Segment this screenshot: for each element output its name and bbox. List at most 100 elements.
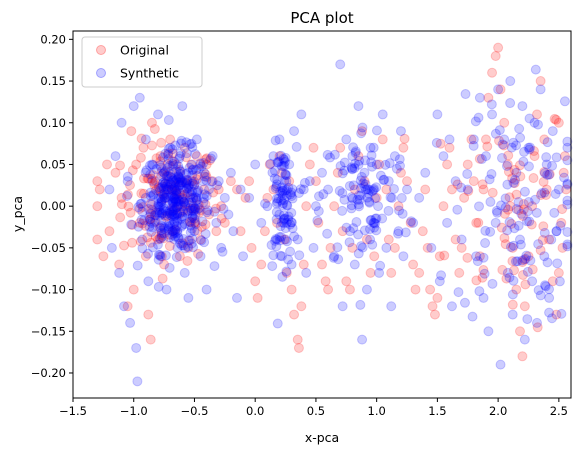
data-point-synthetic xyxy=(178,240,189,251)
data-point-synthetic xyxy=(524,113,535,124)
data-point-synthetic xyxy=(163,153,174,164)
data-point-synthetic xyxy=(173,171,184,182)
data-point-synthetic xyxy=(493,84,504,95)
data-point-synthetic xyxy=(154,205,165,216)
data-point-synthetic xyxy=(146,226,157,237)
data-point-synthetic xyxy=(310,201,321,212)
data-point-synthetic xyxy=(177,201,188,212)
data-point-synthetic xyxy=(192,187,203,198)
data-point-synthetic xyxy=(183,167,194,178)
data-point-original xyxy=(513,205,524,216)
data-point-original xyxy=(153,234,164,245)
data-point-synthetic xyxy=(158,190,169,201)
data-point-synthetic xyxy=(507,289,518,300)
data-point-synthetic xyxy=(201,207,212,218)
data-point-synthetic xyxy=(156,225,167,236)
data-point-synthetic xyxy=(278,214,289,225)
data-point-synthetic xyxy=(168,225,179,236)
data-point-original xyxy=(216,201,227,212)
data-point-synthetic xyxy=(158,177,169,188)
data-point-synthetic xyxy=(522,206,533,217)
data-point-original xyxy=(191,174,202,185)
data-point-synthetic xyxy=(299,177,310,188)
data-point-original xyxy=(174,166,185,177)
data-point-original xyxy=(187,203,198,214)
data-point-synthetic xyxy=(190,203,201,214)
data-point-synthetic xyxy=(286,217,297,228)
data-point-synthetic xyxy=(170,231,181,242)
data-point-synthetic xyxy=(218,203,229,214)
data-point-synthetic xyxy=(177,175,188,186)
data-point-synthetic xyxy=(281,266,292,277)
data-point-original xyxy=(531,109,542,120)
data-point-synthetic xyxy=(276,188,287,199)
data-point-synthetic xyxy=(184,187,195,197)
data-point-original xyxy=(166,185,177,196)
data-point-synthetic xyxy=(308,242,319,253)
data-point-original xyxy=(422,242,433,253)
data-point-synthetic xyxy=(486,169,497,180)
data-point-synthetic xyxy=(529,117,540,128)
data-point-original xyxy=(182,174,192,185)
data-point-synthetic xyxy=(160,192,171,203)
data-point-synthetic xyxy=(157,208,168,219)
data-point-synthetic xyxy=(347,164,358,175)
data-point-synthetic xyxy=(276,195,287,206)
data-point-synthetic xyxy=(125,317,136,328)
data-point-synthetic xyxy=(511,140,522,151)
data-point-synthetic xyxy=(262,201,273,212)
data-point-synthetic xyxy=(110,151,121,162)
data-point-synthetic xyxy=(211,217,222,228)
data-point-synthetic xyxy=(540,280,550,291)
data-point-synthetic xyxy=(159,223,170,234)
data-point-synthetic xyxy=(365,234,376,245)
data-point-synthetic xyxy=(175,168,186,179)
data-point-synthetic xyxy=(137,234,148,245)
data-point-synthetic xyxy=(158,203,169,214)
data-point-synthetic xyxy=(470,116,481,127)
data-point-synthetic xyxy=(562,199,573,210)
data-point-synthetic xyxy=(426,242,437,253)
data-point-synthetic xyxy=(169,182,180,193)
data-point-original xyxy=(158,233,169,244)
data-point-original xyxy=(200,199,211,210)
data-point-synthetic xyxy=(176,194,187,205)
data-point-synthetic xyxy=(131,342,142,353)
data-point-synthetic xyxy=(394,205,405,216)
data-point-synthetic xyxy=(270,234,281,245)
data-point-synthetic xyxy=(173,233,184,244)
data-point-original xyxy=(192,170,203,181)
data-point-synthetic xyxy=(156,171,167,182)
data-point-original xyxy=(551,114,562,125)
data-point-synthetic xyxy=(169,217,180,228)
data-point-synthetic xyxy=(172,216,183,227)
data-point-synthetic xyxy=(322,149,333,160)
data-point-original xyxy=(264,159,275,170)
data-point-synthetic xyxy=(122,191,133,201)
data-point-original xyxy=(502,159,513,170)
data-point-synthetic xyxy=(385,192,396,203)
data-point-original xyxy=(504,192,515,203)
data-point-synthetic xyxy=(189,179,200,190)
data-point-original xyxy=(94,184,105,195)
data-point-synthetic xyxy=(351,217,362,227)
y-tick-label: −0.10 xyxy=(31,283,66,297)
legend-marker-synthetic xyxy=(96,68,106,78)
data-point-synthetic xyxy=(357,334,368,345)
data-point-synthetic xyxy=(165,207,176,218)
data-point-synthetic xyxy=(163,184,174,195)
data-point-synthetic xyxy=(279,176,290,187)
data-point-original xyxy=(539,166,550,177)
y-tick-label: 0.15 xyxy=(40,74,66,88)
data-point-synthetic xyxy=(168,175,179,186)
data-point-synthetic xyxy=(149,217,160,228)
data-point-original xyxy=(159,193,170,204)
data-point-synthetic xyxy=(189,202,200,213)
data-point-original xyxy=(519,301,530,312)
data-point-original xyxy=(298,259,309,270)
legend: Original Synthetic xyxy=(81,36,203,88)
data-point-synthetic xyxy=(183,182,194,193)
data-point-synthetic xyxy=(378,174,389,185)
data-point-synthetic xyxy=(508,275,519,286)
data-point-original xyxy=(499,117,510,128)
